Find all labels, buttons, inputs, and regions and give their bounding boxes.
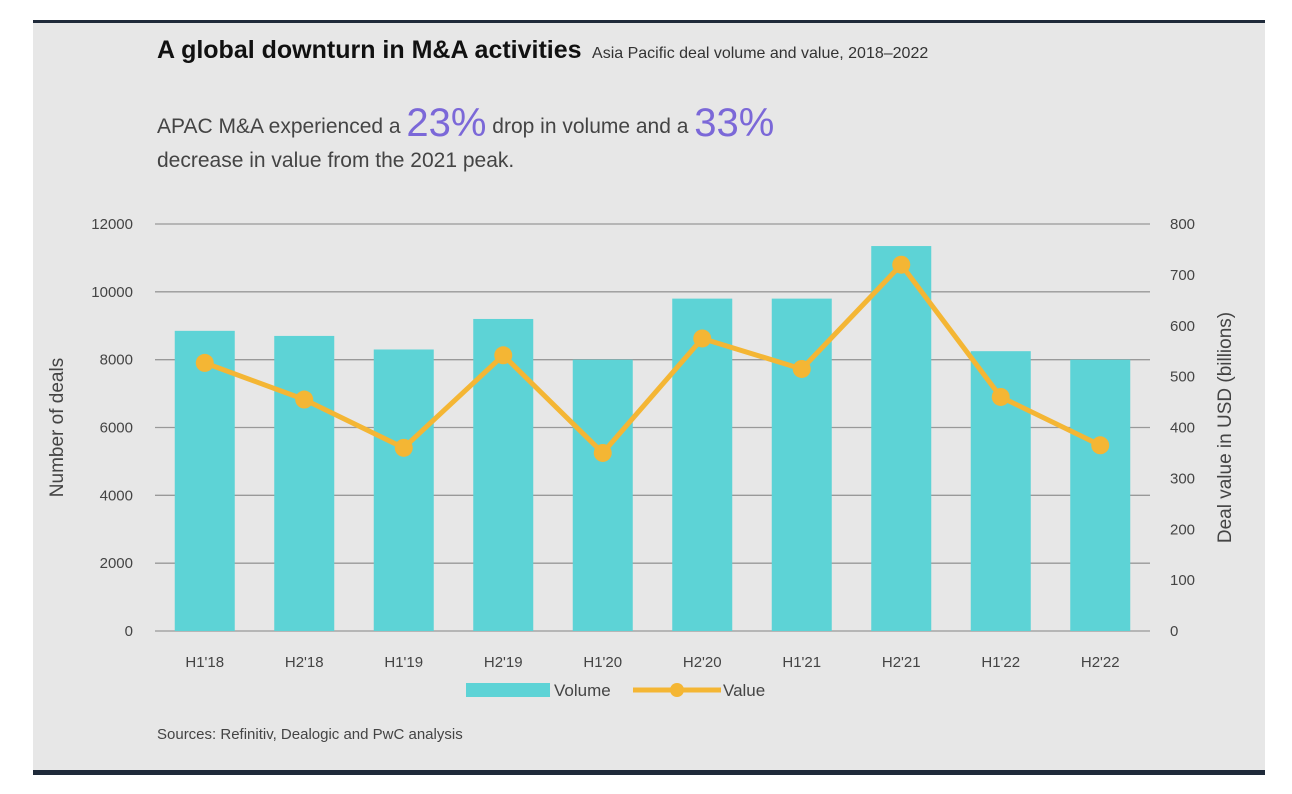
bottom-rule xyxy=(33,770,1265,775)
bar-volume xyxy=(473,318,534,631)
value-point xyxy=(494,346,513,365)
legend-value-label: Value xyxy=(723,681,765,700)
value-point xyxy=(792,359,811,378)
value-point xyxy=(991,387,1010,406)
x-tick-label: H2'20 xyxy=(683,654,722,671)
value-point xyxy=(593,443,612,462)
legend-volume-label: Volume xyxy=(554,681,611,700)
legend-value-marker xyxy=(670,683,684,697)
value-point xyxy=(295,390,314,409)
value-drop-percent: 33% xyxy=(694,101,775,145)
y-axis-label: Number of deals xyxy=(47,358,68,497)
y-tick-label: 2000 xyxy=(100,555,133,572)
chart-title: A global downturn in M&A activities xyxy=(157,36,582,64)
x-tick-label: H1'19 xyxy=(384,654,423,671)
y-tick-label: 6000 xyxy=(100,420,133,437)
headline-text: APAC M&A experienced a 23% drop in volum… xyxy=(157,103,1057,178)
y-tick-label: 10000 xyxy=(91,284,133,301)
y-tick-label: 12000 xyxy=(91,216,133,233)
y-tick-label: 0 xyxy=(125,623,133,640)
y2-tick-label: 800 xyxy=(1170,216,1195,233)
source-note: Sources: Refinitiv, Dealogic and PwC ana… xyxy=(157,726,463,743)
y2-axis-label: Deal value in USD (billions) xyxy=(1215,312,1236,543)
y-tick-label: 8000 xyxy=(100,352,133,369)
y2-tick-label: 0 xyxy=(1170,623,1178,640)
bar-volume xyxy=(174,330,235,631)
value-point xyxy=(394,438,413,457)
bar-volume xyxy=(771,298,832,631)
x-tick-label: H2'22 xyxy=(1081,654,1120,671)
legend-volume-swatch xyxy=(466,683,550,697)
bar-volume xyxy=(871,246,932,631)
title-line: A global downturn in M&A activities Asia… xyxy=(157,36,928,65)
bar-volume xyxy=(274,335,335,631)
value-point xyxy=(195,353,214,372)
x-tick-label: H2'19 xyxy=(484,654,523,671)
top-rule xyxy=(33,20,1265,23)
y-tick-label: 4000 xyxy=(100,487,133,504)
x-tick-label: H1'20 xyxy=(583,654,622,671)
x-tick-label: H2'18 xyxy=(285,654,324,671)
y2-tick-label: 100 xyxy=(1170,572,1195,589)
chart-subtitle: Asia Pacific deal volume and value, 2018… xyxy=(592,45,929,62)
x-tick-label: H1'21 xyxy=(782,654,821,671)
value-point xyxy=(1091,436,1110,455)
value-line xyxy=(203,262,1102,456)
bar-volume xyxy=(1070,359,1131,631)
volume-drop-percent: 23% xyxy=(406,101,487,145)
x-tick-label: H1'22 xyxy=(981,654,1020,671)
x-tick-label: H2'21 xyxy=(882,654,921,671)
y2-tick-label: 400 xyxy=(1170,420,1195,437)
y2-tick-label: 500 xyxy=(1170,369,1195,386)
bar-volume xyxy=(572,359,633,631)
headline-part-3: decrease in value from the 2021 peak. xyxy=(157,149,515,172)
value-point xyxy=(892,255,911,274)
y2-tick-label: 600 xyxy=(1170,318,1195,335)
bar-volume xyxy=(373,349,434,631)
value-point xyxy=(693,329,712,348)
y2-tick-label: 200 xyxy=(1170,521,1195,538)
y2-tick-label: 300 xyxy=(1170,470,1195,487)
bar-volume xyxy=(672,298,733,631)
headline-part-1: APAC M&A experienced a xyxy=(157,115,407,138)
y2-tick-label: 700 xyxy=(1170,267,1195,284)
headline-part-2: drop in volume and a xyxy=(486,115,695,138)
x-tick-label: H1'18 xyxy=(185,654,224,671)
combo-chart: 0 2000 4000 6000 8000 10000 12000 0 100 200 300 400… xyxy=(47,216,1236,700)
